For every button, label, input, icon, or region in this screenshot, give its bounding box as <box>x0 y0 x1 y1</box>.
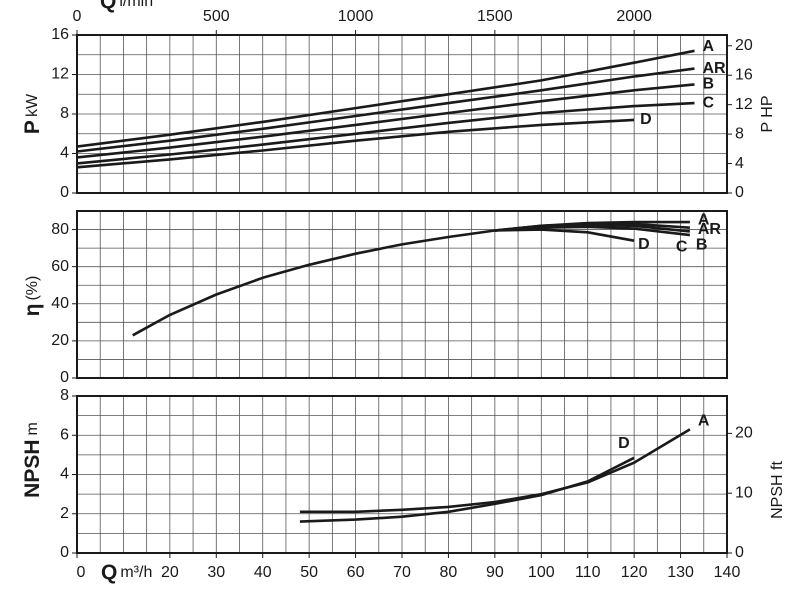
series-line <box>76 49 695 148</box>
y-tick-label: 16 <box>51 26 69 43</box>
label: η <box>21 304 44 317</box>
x-tick-label: 130 <box>667 564 694 581</box>
series-line <box>76 67 695 153</box>
series-label: D <box>638 236 650 253</box>
y-tick-label: 4 <box>60 466 69 483</box>
y-tick-label: 80 <box>51 221 69 238</box>
y-tick-label: 0 <box>60 544 69 561</box>
x2-tick-label: 0 <box>73 8 82 25</box>
x-tick-label: 120 <box>621 564 648 581</box>
label: Q <box>101 561 117 584</box>
series-line <box>76 101 695 165</box>
series-label: B <box>696 237 708 254</box>
y-tick-label: 20 <box>51 332 69 349</box>
x-tick-label: 60 <box>347 564 365 581</box>
q-label: Q <box>100 0 116 13</box>
x-tick-label: 80 <box>440 564 458 581</box>
series-label: C <box>703 94 715 111</box>
x-tick-label: 50 <box>300 564 318 581</box>
y-tick-label: 4 <box>60 145 69 162</box>
x2-tick-label: 1000 <box>338 8 374 25</box>
y2-tick-label: 20 <box>735 37 753 54</box>
x2-tick-label: 2000 <box>616 8 652 25</box>
series-label: A <box>698 211 710 228</box>
y-tick-label: 6 <box>60 426 69 443</box>
y-tick-label: 12 <box>51 66 69 83</box>
x2-tick-label: 500 <box>203 8 230 25</box>
plot-frame <box>76 210 728 379</box>
series-label: B <box>703 76 715 93</box>
x-tick-label: 0 <box>77 564 86 581</box>
x-tick-label: 20 <box>161 564 179 581</box>
x-tick-label: 90 <box>486 564 504 581</box>
y2-tick-label: 4 <box>735 155 744 172</box>
y2-tick-label: 10 <box>735 484 753 501</box>
series-label: AR <box>698 221 722 238</box>
x-tick-label: 140 <box>714 564 741 581</box>
y-tick-label: 60 <box>51 258 69 275</box>
y2-tick-label: 8 <box>735 125 744 142</box>
unit: l/min <box>119 0 153 10</box>
x2-tick-label: 1500 <box>477 8 513 25</box>
y-tick-label: 8 <box>60 105 69 122</box>
series-label: AR <box>703 60 727 77</box>
y-axis-label: PkW <box>21 93 44 134</box>
series-label: D <box>640 111 652 128</box>
series-line <box>299 428 691 514</box>
y-axis-label: NPSH m <box>21 422 44 498</box>
y-tick-label: 2 <box>60 505 69 522</box>
unit: (%) <box>24 276 41 301</box>
series-label: A <box>698 413 710 430</box>
y-tick-label: 40 <box>51 295 69 312</box>
unit: m³/h <box>120 564 152 581</box>
series-label: A <box>703 38 715 55</box>
unit: m <box>24 422 41 435</box>
x-tick-label: 100 <box>528 564 555 581</box>
x-tick-label: 70 <box>393 564 411 581</box>
y-tick-label: 0 <box>60 369 69 386</box>
label: NPSH <box>21 439 44 497</box>
y2-tick-label: 12 <box>735 96 753 113</box>
y2-axis-label: NPSH ft <box>769 461 786 519</box>
series-label: C <box>676 238 688 255</box>
unit: kW <box>24 93 41 117</box>
series-line <box>76 118 635 169</box>
y2-axis-label: P HP <box>759 95 776 132</box>
y-tick-label: 0 <box>60 184 69 201</box>
series-line <box>76 83 695 159</box>
x-tick-label: 110 <box>575 564 601 581</box>
series-line <box>299 456 635 523</box>
y-axis-label: η (%) <box>21 276 44 317</box>
y2-tick-label: 0 <box>735 544 744 561</box>
series-label: D <box>618 435 630 452</box>
x-tick-label: 40 <box>254 564 272 581</box>
y-tick-label: 8 <box>60 387 69 404</box>
y2-tick-label: 16 <box>735 66 753 83</box>
series-line <box>494 228 635 242</box>
y2-tick-label: 20 <box>735 425 753 442</box>
x-tick-label: 30 <box>207 564 225 581</box>
y2-tick-label: 0 <box>735 184 744 201</box>
label: P <box>21 120 44 134</box>
